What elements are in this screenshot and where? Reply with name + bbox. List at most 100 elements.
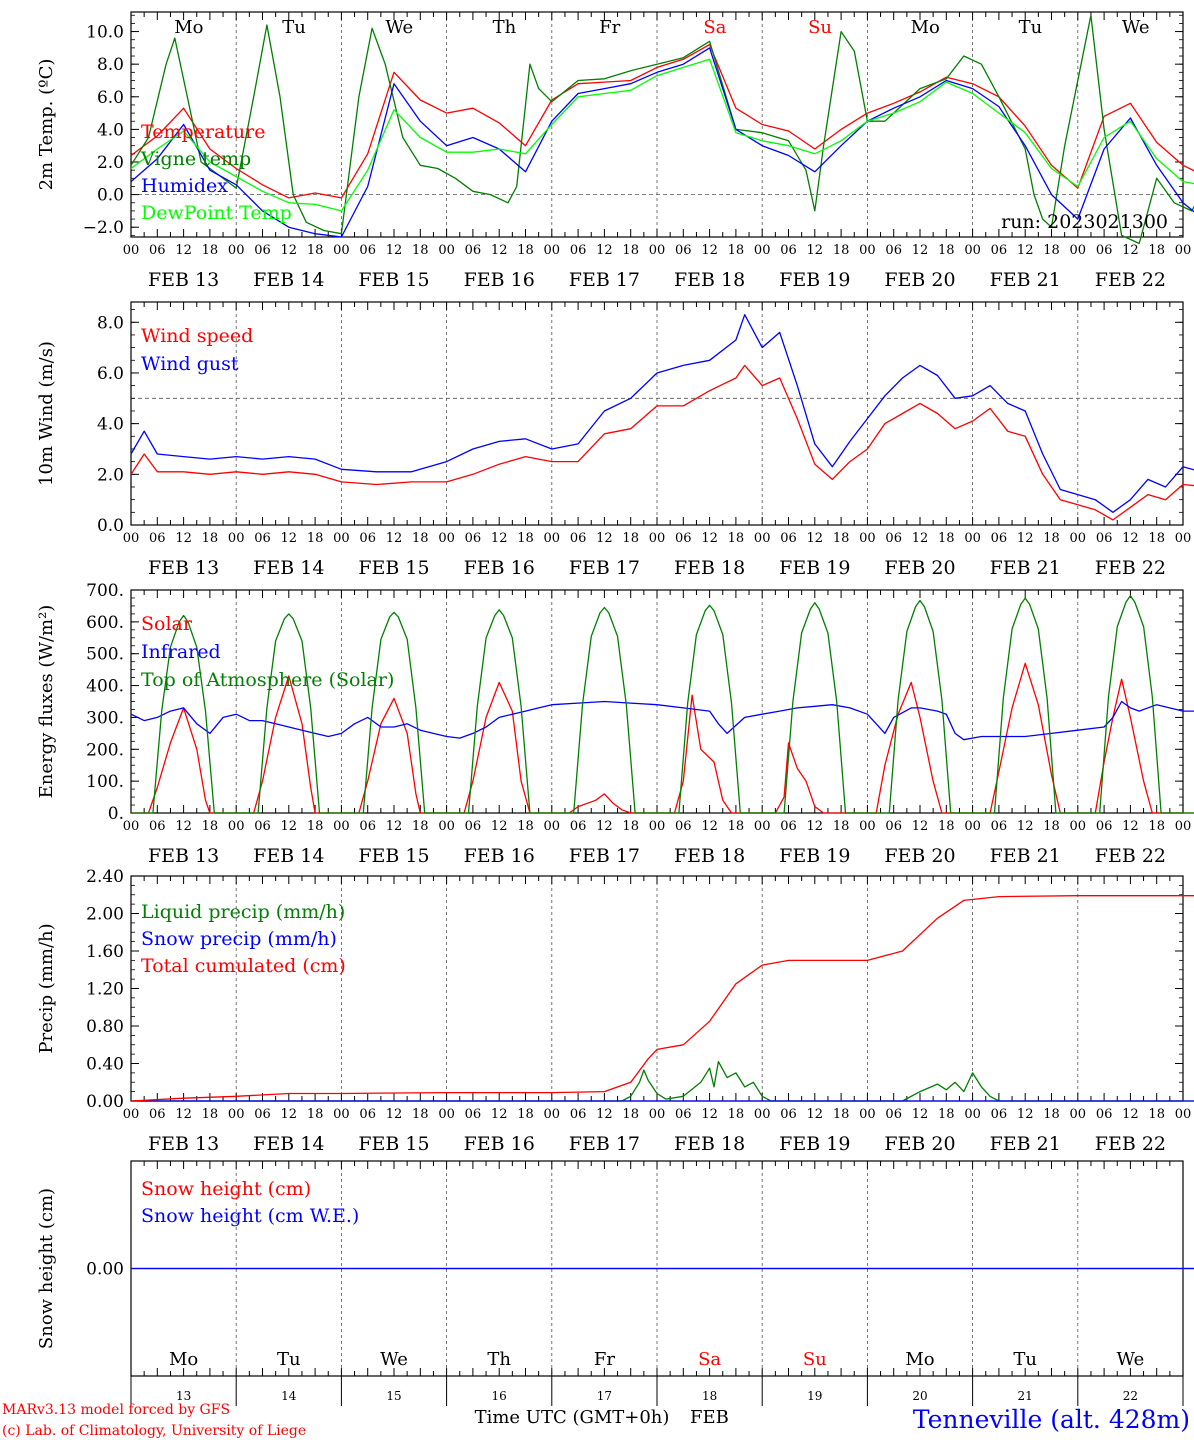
day-number-label: 18 <box>702 1389 717 1403</box>
y-tick-label: 400. <box>86 677 124 697</box>
day-number-label: 20 <box>912 1389 927 1403</box>
hour-tick-label: 12 <box>1017 819 1034 834</box>
hour-tick-label: 00 <box>333 819 350 834</box>
hour-tick-label: 18 <box>1148 531 1165 546</box>
y-tick-label: 8.0 <box>97 55 124 75</box>
date-label: FEB 18 <box>674 557 745 579</box>
hour-tick-label: 18 <box>622 819 639 834</box>
hour-tick-label: 18 <box>202 531 219 546</box>
y-tick-label: 300. <box>86 708 124 728</box>
hour-tick-label: 18 <box>833 531 850 546</box>
chart-panel-1: −2.0 0.0 2.0 4.0 6.0 8.0 10.0 2m Temp. (ºC) Temp… <box>36 11 1194 291</box>
hour-tick-label: 12 <box>175 531 192 546</box>
hour-tick-label: 00 <box>649 1107 666 1122</box>
hour-tick-label: 00 <box>1070 819 1087 834</box>
series-line-3 <box>130 895 1194 1102</box>
hour-tick-label: 18 <box>622 243 639 258</box>
hour-tick-label: 00 <box>754 243 771 258</box>
y-axis-label: 2m Temp. (ºC) <box>36 59 57 191</box>
y-tick-label: 2.40 <box>86 867 124 887</box>
hour-tick-label: 18 <box>622 1107 639 1122</box>
date-label: FEB 21 <box>990 1133 1061 1155</box>
date-label: FEB 13 <box>148 1133 219 1155</box>
hour-tick-label: 06 <box>1096 1107 1113 1122</box>
date-label: FEB 16 <box>464 557 535 579</box>
hour-tick-label: 06 <box>885 1107 902 1122</box>
chart-panel-2: 0.0 2.0 4.0 6.0 8.0 10m Wind (m/s) Wind speed W… <box>36 301 1194 579</box>
hour-tick-label: 06 <box>149 819 166 834</box>
hour-tick-label: 18 <box>938 1107 955 1122</box>
legend-entry: Wind speed <box>141 325 253 347</box>
station-label: Tenneville (alt. 428m) <box>913 1405 1190 1434</box>
y-tick-label: 700. <box>86 581 124 601</box>
date-label: FEB 16 <box>464 845 535 867</box>
day-of-week-label: We <box>1117 1349 1145 1370</box>
hour-tick-label: 18 <box>1148 243 1165 258</box>
series-line-3 <box>131 595 1194 814</box>
hour-tick-label: 12 <box>596 243 613 258</box>
date-label: FEB 19 <box>779 557 850 579</box>
date-label: FEB 19 <box>779 845 850 867</box>
date-label: FEB 17 <box>569 1133 640 1155</box>
hour-tick-label: 18 <box>728 1107 745 1122</box>
y-axis-label: Precip (mm/h) <box>36 923 57 1053</box>
series-line-2 <box>130 14 1194 245</box>
legend-entry: Total cumulated (cm) <box>141 955 346 977</box>
hour-tick-label: 00 <box>333 1107 350 1122</box>
hour-tick-label: 18 <box>307 1107 324 1122</box>
date-label: FEB 18 <box>674 1133 745 1155</box>
date-label: FEB 14 <box>253 269 324 291</box>
hour-tick-label: 12 <box>386 243 403 258</box>
hour-tick-label: 18 <box>1148 1107 1165 1122</box>
hour-tick-label: 12 <box>281 819 298 834</box>
hour-tick-label: 06 <box>991 531 1008 546</box>
day-number-label: 15 <box>386 1389 401 1403</box>
hour-tick-label: 00 <box>859 243 876 258</box>
date-label: FEB 22 <box>1095 1133 1166 1155</box>
hour-tick-label: 12 <box>175 243 192 258</box>
hour-tick-label: 00 <box>123 531 140 546</box>
day-of-week-label: Mo <box>911 17 940 38</box>
hour-tick-label: 00 <box>228 1107 245 1122</box>
hour-tick-label: 06 <box>1096 531 1113 546</box>
day-number-label: 13 <box>176 1389 191 1403</box>
hour-tick-label: 18 <box>622 531 639 546</box>
hour-tick-label: 06 <box>465 1107 482 1122</box>
hour-tick-label: 06 <box>149 243 166 258</box>
day-of-week-label: We <box>385 17 413 38</box>
hour-tick-label: 12 <box>807 819 824 834</box>
hour-tick-label: 00 <box>228 819 245 834</box>
hour-tick-label: 06 <box>780 819 797 834</box>
month-label: FEB <box>690 1407 729 1428</box>
hour-tick-label: 18 <box>517 531 534 546</box>
hour-tick-label: 00 <box>438 1107 455 1122</box>
hour-tick-label: 12 <box>912 243 929 258</box>
hour-tick-label: 18 <box>728 819 745 834</box>
legend-entry: Humidex <box>141 175 228 197</box>
hour-tick-label: 12 <box>491 243 508 258</box>
legend-entry: Liquid precip (mm/h) <box>141 901 345 923</box>
day-number-label: 16 <box>492 1389 507 1403</box>
day-of-week-label: Su <box>808 17 832 38</box>
hour-tick-label: 18 <box>1043 243 1060 258</box>
day-number-label: 14 <box>281 1389 297 1403</box>
date-label: FEB 21 <box>990 557 1061 579</box>
hour-tick-label: 18 <box>202 243 219 258</box>
hour-tick-label: 12 <box>491 531 508 546</box>
hour-tick-label: 12 <box>281 1107 298 1122</box>
hour-tick-label: 00 <box>859 1107 876 1122</box>
y-tick-label: 6.0 <box>97 364 124 384</box>
hour-tick-label: 00 <box>123 819 140 834</box>
hour-tick-label: 00 <box>964 819 981 834</box>
hour-tick-label: 12 <box>281 531 298 546</box>
date-label: FEB 20 <box>884 557 955 579</box>
legend-entry: Snow height (cm) <box>141 1178 311 1200</box>
hour-tick-label: 12 <box>491 1107 508 1122</box>
hour-tick-label: 18 <box>1043 531 1060 546</box>
hour-tick-label: 12 <box>596 531 613 546</box>
hour-tick-label: 12 <box>175 1107 192 1122</box>
hour-tick-label: 00 <box>438 819 455 834</box>
date-label: FEB 15 <box>358 269 429 291</box>
hour-tick-label: 00 <box>1175 1107 1192 1122</box>
